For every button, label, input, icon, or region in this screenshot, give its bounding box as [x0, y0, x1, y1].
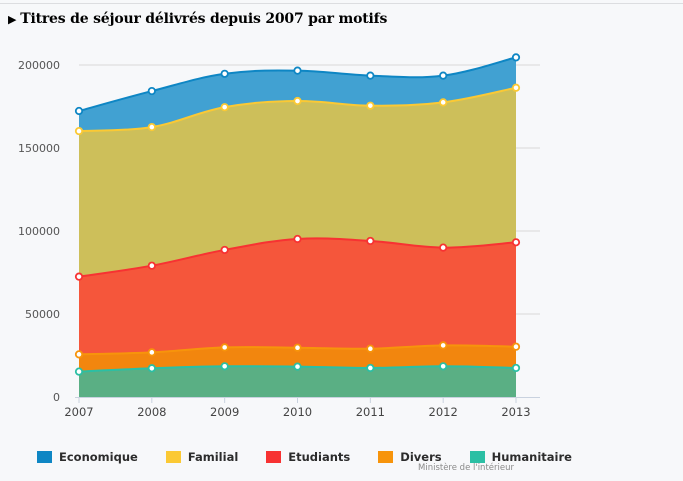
- legend-swatch: [165, 451, 181, 463]
- legend-swatch: [37, 451, 52, 463]
- point-etudiants-2013[interactable]: [511, 238, 521, 247]
- area-etudiants: [79, 238, 516, 355]
- point-familial-2007[interactable]: [74, 126, 84, 136]
- legend-swatch: [266, 451, 282, 463]
- series-points: [74, 53, 521, 376]
- legend-item-familial[interactable]: Familial: [165, 450, 239, 464]
- y-tick-label: 100000: [18, 225, 60, 238]
- point-divers-2012[interactable]: [439, 341, 448, 350]
- point-humanitaire-2011[interactable]: [366, 363, 375, 373]
- area-humanitaire: [79, 366, 516, 397]
- area-familial: [79, 87, 516, 277]
- point-economique-2009[interactable]: [220, 69, 229, 78]
- legend-item-etudiants[interactable]: Etudiants: [266, 450, 350, 464]
- point-etudiants-2007[interactable]: [74, 272, 84, 281]
- point-economique-2012[interactable]: [439, 71, 448, 80]
- legend: Economique Familial Etudiants Divers Humanit…: [37, 449, 600, 465]
- point-familial-2013[interactable]: [511, 83, 521, 92]
- x-tick-label: 2009: [210, 405, 239, 419]
- y-tick-label: 200000: [18, 59, 60, 72]
- point-humanitaire-2013[interactable]: [511, 363, 521, 373]
- legend-label: Etudiants: [288, 450, 351, 464]
- legend-label: Economique: [59, 450, 138, 464]
- legend-swatch: [469, 451, 485, 463]
- axes: 0 50000 100000 150000 200000 2007 2008 2009 2010…: [18, 59, 540, 419]
- point-economique-2007[interactable]: [74, 106, 84, 116]
- legend-item-economique[interactable]: Economique: [37, 450, 138, 464]
- x-tick-label: 2013: [501, 405, 530, 419]
- area-divers: [79, 345, 516, 372]
- area-series: [79, 57, 516, 397]
- area-economique: [79, 57, 516, 132]
- point-humanitaire-2008[interactable]: [147, 364, 156, 373]
- point-economique-2011[interactable]: [366, 71, 375, 80]
- point-familial-2009[interactable]: [220, 103, 229, 112]
- legend-item-divers[interactable]: Divers: [378, 450, 442, 464]
- point-humanitaire-2007[interactable]: [74, 367, 84, 376]
- point-divers-2008[interactable]: [147, 348, 156, 357]
- point-divers-2009[interactable]: [220, 343, 229, 352]
- point-humanitaire-2010[interactable]: [293, 362, 302, 371]
- legend-label: Humanitaire: [491, 450, 572, 464]
- top-border: [0, 3, 683, 4]
- point-etudiants-2011[interactable]: [366, 236, 375, 246]
- point-etudiants-2010[interactable]: [293, 234, 302, 244]
- point-economique-2008[interactable]: [147, 86, 156, 96]
- point-etudiants-2012[interactable]: [439, 243, 448, 252]
- point-familial-2010[interactable]: [293, 96, 302, 106]
- point-familial-2008[interactable]: [147, 122, 156, 132]
- point-divers-2013[interactable]: [511, 342, 521, 351]
- point-divers-2007[interactable]: [74, 350, 84, 359]
- chart-title: ▶ Titres de séjour délivrés depuis 2007 p…: [8, 11, 387, 27]
- point-humanitaire-2012[interactable]: [439, 362, 448, 371]
- point-familial-2011[interactable]: [366, 101, 375, 110]
- y-tick-label: 150000: [18, 142, 60, 155]
- legend-swatch: [378, 451, 394, 463]
- point-etudiants-2009[interactable]: [220, 245, 229, 255]
- point-etudiants-2008[interactable]: [147, 261, 156, 270]
- y-tick-label: 0: [53, 391, 60, 404]
- legend-label: Divers: [400, 450, 442, 464]
- x-tick-label: 2010: [283, 405, 312, 419]
- legend-item-humanitaire[interactable]: Humanitaire: [469, 450, 572, 464]
- point-humanitaire-2009[interactable]: [220, 362, 229, 371]
- x-tick-label: 2012: [429, 405, 458, 419]
- point-economique-2010[interactable]: [293, 66, 302, 75]
- x-tick-label: 2011: [356, 405, 385, 419]
- x-tick-label: 2008: [137, 405, 166, 419]
- point-familial-2012[interactable]: [439, 98, 448, 107]
- point-economique-2013[interactable]: [511, 53, 521, 62]
- legend-label: Familial: [187, 450, 239, 464]
- play-triangle-icon: ▶: [8, 13, 17, 26]
- point-divers-2010[interactable]: [293, 343, 302, 352]
- chart-title-text: Titres de séjour délivrés depuis 2007 pa…: [20, 11, 388, 27]
- y-tick-label: 50000: [25, 308, 60, 321]
- source-credit: Ministère de l'intérieur: [418, 463, 514, 473]
- x-tick-label: 2007: [64, 405, 93, 419]
- point-divers-2011[interactable]: [366, 344, 375, 353]
